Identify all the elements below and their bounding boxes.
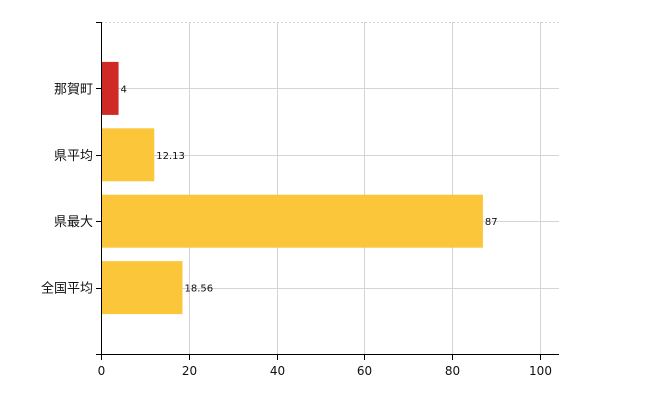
y-tick-label: 県平均 <box>54 149 93 164</box>
y-tick-label: 那賀町 <box>54 82 93 97</box>
x-tick-label: 0 <box>98 364 106 378</box>
bar-2 <box>101 194 483 248</box>
bar-3 <box>101 261 183 315</box>
data-label: 87 <box>485 217 498 228</box>
bar-1 <box>101 128 155 182</box>
bar-0 <box>101 61 119 115</box>
x-tick-label: 60 <box>357 364 372 378</box>
x-tick-label: 20 <box>182 364 197 378</box>
x-tick-label: 100 <box>529 364 552 378</box>
x-tick-label: 40 <box>270 364 285 378</box>
y-tick-label: 県最大 <box>54 215 93 230</box>
data-label: 12.13 <box>156 151 185 162</box>
data-label: 4 <box>121 84 127 95</box>
x-tick-label: 80 <box>445 364 460 378</box>
y-tick-label: 全国平均 <box>41 281 93 297</box>
data-label: 18.56 <box>184 284 213 295</box>
